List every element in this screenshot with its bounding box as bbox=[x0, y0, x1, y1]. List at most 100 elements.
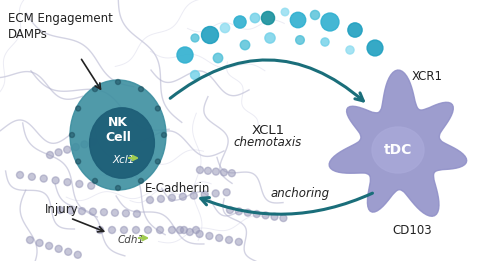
Circle shape bbox=[262, 11, 274, 25]
Polygon shape bbox=[329, 70, 466, 216]
Circle shape bbox=[228, 170, 235, 177]
Ellipse shape bbox=[90, 108, 154, 178]
Circle shape bbox=[180, 227, 188, 234]
Circle shape bbox=[281, 8, 289, 16]
Circle shape bbox=[196, 167, 203, 174]
Circle shape bbox=[296, 36, 304, 44]
Circle shape bbox=[56, 206, 64, 213]
Circle shape bbox=[190, 70, 200, 80]
Circle shape bbox=[216, 234, 222, 241]
Text: NK
Cell: NK Cell bbox=[105, 116, 131, 144]
Circle shape bbox=[310, 10, 320, 20]
Circle shape bbox=[177, 47, 193, 63]
Circle shape bbox=[55, 149, 62, 156]
Circle shape bbox=[116, 186, 120, 191]
Circle shape bbox=[138, 179, 143, 183]
Circle shape bbox=[64, 248, 71, 255]
Circle shape bbox=[202, 27, 218, 44]
Circle shape bbox=[132, 227, 140, 234]
Circle shape bbox=[226, 236, 232, 244]
Circle shape bbox=[146, 197, 154, 204]
Ellipse shape bbox=[372, 127, 424, 173]
FancyArrowPatch shape bbox=[170, 60, 364, 101]
Circle shape bbox=[271, 213, 278, 220]
Circle shape bbox=[214, 53, 222, 63]
Circle shape bbox=[192, 227, 200, 234]
Circle shape bbox=[100, 209, 107, 216]
Circle shape bbox=[90, 208, 96, 215]
Circle shape bbox=[220, 23, 230, 33]
Text: XCR1: XCR1 bbox=[412, 69, 443, 82]
Circle shape bbox=[156, 159, 160, 164]
Circle shape bbox=[92, 87, 98, 92]
Circle shape bbox=[70, 133, 74, 138]
Circle shape bbox=[112, 209, 118, 216]
Circle shape bbox=[223, 189, 230, 196]
Circle shape bbox=[72, 144, 80, 151]
Circle shape bbox=[108, 227, 116, 234]
Circle shape bbox=[186, 228, 194, 235]
Circle shape bbox=[52, 177, 59, 184]
Circle shape bbox=[36, 239, 43, 246]
Circle shape bbox=[236, 208, 242, 215]
Circle shape bbox=[262, 212, 269, 219]
Circle shape bbox=[68, 207, 74, 214]
Circle shape bbox=[88, 182, 94, 189]
Circle shape bbox=[168, 194, 175, 201]
Circle shape bbox=[55, 245, 62, 252]
Circle shape bbox=[90, 138, 96, 145]
Circle shape bbox=[76, 106, 80, 111]
Circle shape bbox=[64, 179, 71, 186]
Circle shape bbox=[220, 169, 228, 176]
Circle shape bbox=[81, 141, 88, 148]
Text: chemotaxis: chemotaxis bbox=[234, 137, 302, 150]
Circle shape bbox=[138, 87, 143, 92]
Circle shape bbox=[201, 191, 208, 198]
Circle shape bbox=[212, 168, 220, 175]
Circle shape bbox=[156, 106, 160, 111]
Circle shape bbox=[96, 227, 103, 234]
Text: CD103: CD103 bbox=[392, 223, 432, 236]
Text: Xcl1: Xcl1 bbox=[113, 155, 135, 165]
Circle shape bbox=[120, 227, 128, 234]
Circle shape bbox=[134, 210, 140, 217]
Circle shape bbox=[78, 207, 86, 215]
Circle shape bbox=[234, 16, 246, 28]
Circle shape bbox=[204, 167, 212, 174]
Circle shape bbox=[46, 151, 54, 158]
Circle shape bbox=[122, 210, 130, 217]
Circle shape bbox=[240, 40, 250, 50]
Circle shape bbox=[92, 179, 98, 183]
Circle shape bbox=[74, 251, 82, 258]
Circle shape bbox=[265, 33, 275, 43]
Circle shape bbox=[180, 193, 186, 200]
Text: XCL1: XCL1 bbox=[252, 123, 284, 137]
Circle shape bbox=[367, 40, 383, 56]
Circle shape bbox=[206, 233, 213, 239]
Circle shape bbox=[212, 190, 219, 197]
Circle shape bbox=[144, 227, 152, 234]
Text: E-Cadherin: E-Cadherin bbox=[146, 181, 210, 194]
Circle shape bbox=[250, 13, 260, 23]
Circle shape bbox=[156, 227, 164, 234]
Circle shape bbox=[162, 133, 166, 138]
Ellipse shape bbox=[70, 80, 166, 190]
Circle shape bbox=[46, 242, 52, 250]
Circle shape bbox=[348, 23, 362, 37]
Circle shape bbox=[280, 215, 287, 222]
Circle shape bbox=[176, 227, 184, 234]
Circle shape bbox=[346, 46, 354, 54]
Circle shape bbox=[196, 230, 203, 238]
Circle shape bbox=[16, 171, 24, 179]
Circle shape bbox=[168, 227, 175, 234]
Text: tDC: tDC bbox=[384, 143, 412, 157]
Circle shape bbox=[191, 34, 199, 42]
Circle shape bbox=[40, 175, 47, 182]
Text: Injury: Injury bbox=[45, 204, 79, 217]
FancyArrowPatch shape bbox=[200, 193, 372, 214]
Text: Cdh1: Cdh1 bbox=[118, 235, 145, 245]
Circle shape bbox=[226, 206, 234, 213]
Circle shape bbox=[76, 159, 80, 164]
Circle shape bbox=[158, 195, 164, 202]
Circle shape bbox=[321, 13, 339, 31]
